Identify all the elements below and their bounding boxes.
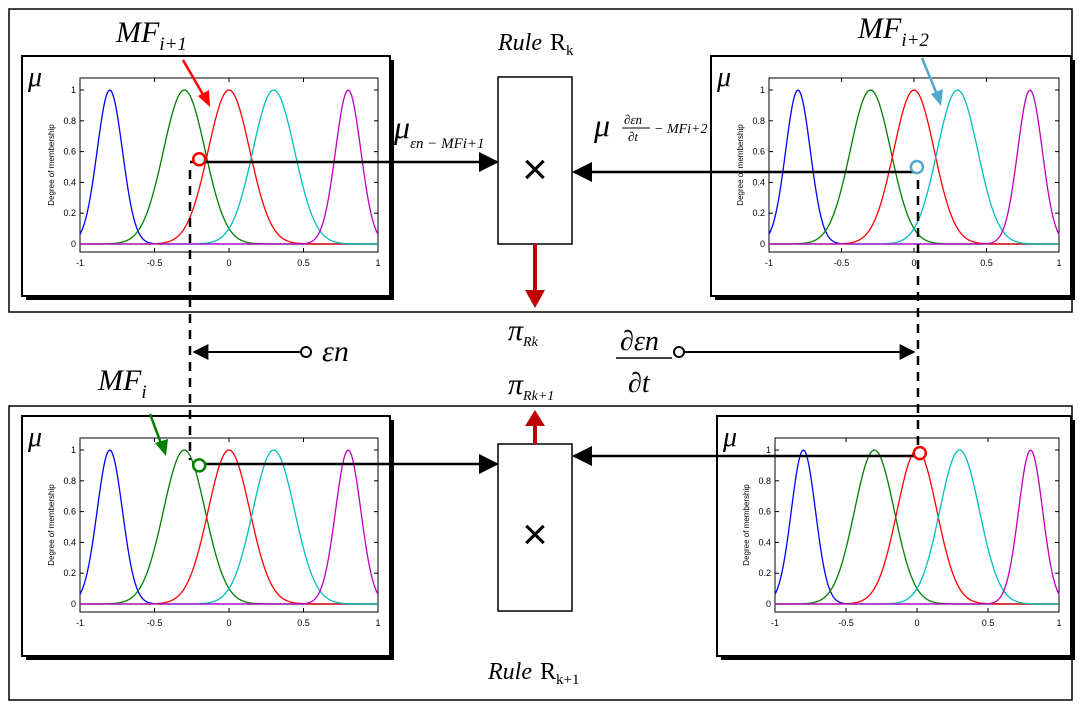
x-tick-label: 1 <box>1056 258 1061 268</box>
membership-point-marker <box>191 458 207 473</box>
plot-bottom-left: μ 0 0.2 0.4 0.6 0.8 1 -1 -0.5 0 0.5 1 Degree of memb… <box>21 415 394 660</box>
mf-label-top-right: MFi+2 <box>857 12 929 51</box>
rule-k1-label: Rule Rk+1 <box>487 659 579 688</box>
output-arrow-bottom <box>525 410 545 444</box>
y-tick-label: 1 <box>71 445 76 455</box>
x-tick-label: -0.5 <box>834 258 850 268</box>
y-tick-label: 0.2 <box>752 208 765 218</box>
mf-curve <box>769 89 1060 245</box>
y-tick-label: 0.4 <box>63 537 76 547</box>
mf-label-bottom-left: MFi <box>97 364 147 403</box>
y-tick-label: 0.6 <box>63 147 76 157</box>
y-tick-label: 1 <box>71 85 76 95</box>
x-tick-label: -0.5 <box>838 618 854 628</box>
x-tick-label: 0 <box>911 258 916 268</box>
y-axis-label: Degree of membership <box>742 484 751 566</box>
plot-mu-symbol: μ <box>722 422 737 453</box>
product-box-top <box>497 76 573 245</box>
product-symbol-top: × <box>522 145 548 194</box>
svg-text:∂εn: ∂εn <box>624 112 642 127</box>
membership-point-marker <box>191 152 207 167</box>
x-tick-label: -0.5 <box>147 618 163 628</box>
plot-mu-symbol: μ <box>716 62 731 93</box>
y-tick-label: 0.4 <box>758 537 771 547</box>
y-tick-label: 0.8 <box>752 116 765 126</box>
y-tick-label: 0.6 <box>752 147 765 157</box>
y-tick-label: 0.2 <box>63 568 76 578</box>
rule-k-label: Rule Rk <box>497 30 574 59</box>
y-tick-label: 0 <box>766 599 771 609</box>
x-tick-label: 1 <box>375 618 380 628</box>
x-tick-label: 1 <box>1056 618 1061 628</box>
y-axis-label: Degree of membership <box>736 124 745 206</box>
x-tick-label: 0.5 <box>980 258 993 268</box>
x-tick-label: 0 <box>226 258 231 268</box>
y-axis-label: Degree of membership <box>47 484 56 566</box>
mf-curve <box>80 89 379 245</box>
svg-text:∂t: ∂t <box>628 368 651 399</box>
plot-mu-symbol: μ <box>27 62 42 93</box>
x-tick-label: 0.5 <box>297 258 310 268</box>
y-tick-label: 0 <box>760 239 765 249</box>
plot-bottom-right: μ 0 0.2 0.4 0.6 0.8 1 -1 -0.5 0 0.5 1 Degree of memb… <box>716 415 1075 660</box>
y-tick-label: 0.6 <box>63 507 76 517</box>
mf-label-top-left: MFi+1 <box>115 16 187 55</box>
svg-text:− MFi+2: − MFi+2 <box>654 122 708 137</box>
y-tick-label: 0 <box>71 599 76 609</box>
y-tick-label: 0.6 <box>758 507 771 517</box>
membership-point-marker <box>912 445 928 461</box>
x-tick-label: -1 <box>771 618 779 628</box>
membership-point-marker <box>909 159 925 175</box>
x-tick-label: 1 <box>375 258 380 268</box>
mu-right-label: μ ∂εn ∂t − MFi+2 <box>593 107 708 144</box>
y-tick-label: 0.4 <box>752 177 765 187</box>
y-tick-label: 0.8 <box>758 476 771 486</box>
plot-top-right: μ 0 0.2 0.4 0.6 0.8 1 -1 -0.5 0 0.5 1 Degree of memb… <box>710 55 1075 300</box>
x-tick-label: -1 <box>76 618 84 628</box>
x-tick-label: -0.5 <box>147 258 163 268</box>
svg-text:∂εn: ∂εn <box>620 326 659 357</box>
output-arrow-top <box>525 244 545 308</box>
epsilon-input-arrow <box>192 344 312 360</box>
y-tick-label: 0.8 <box>63 116 76 126</box>
pi-top-label: πRk <box>508 314 539 350</box>
y-tick-label: 0.4 <box>63 177 76 187</box>
y-tick-label: 0.8 <box>63 476 76 486</box>
mf-arrow-top-right <box>920 57 943 106</box>
svg-text:∂t: ∂t <box>628 129 638 144</box>
plot-axes <box>79 77 379 253</box>
x-tick-label: -1 <box>765 258 773 268</box>
plot-axes <box>79 437 379 613</box>
y-tick-label: 0 <box>71 239 76 249</box>
plot-top-left: μ 0 0.2 0.4 0.6 0.8 1 -1 -0.5 0 0.5 1 Degree of memb… <box>21 55 394 300</box>
y-tick-label: 1 <box>760 85 765 95</box>
derivative-label: ∂εn ∂t <box>616 326 672 399</box>
x-tick-label: 0.5 <box>297 618 310 628</box>
mf-arrow-top-left <box>181 59 210 107</box>
x-tick-label: 0 <box>226 618 231 628</box>
product-symbol-bottom: × <box>522 510 548 559</box>
plot-axes <box>774 437 1060 613</box>
epsilon-label: εn <box>322 335 349 368</box>
y-tick-label: 0.2 <box>758 568 771 578</box>
mf-curve <box>80 449 379 605</box>
x-tick-label: 0 <box>914 618 919 628</box>
derivative-input-arrow <box>673 344 916 360</box>
mf-curve <box>775 449 1060 605</box>
y-axis-label: Degree of membership <box>47 124 56 206</box>
mu-left-label: μεn − MFi+1 <box>393 109 485 152</box>
product-box-bottom <box>497 443 573 612</box>
svg-text:μ: μ <box>593 107 610 143</box>
mf-arrow-bottom-left <box>148 413 168 456</box>
pi-bottom-label: πRk+1 <box>508 368 554 404</box>
x-tick-label: 0.5 <box>982 618 995 628</box>
plot-mu-symbol: μ <box>27 422 42 453</box>
x-tick-label: -1 <box>76 258 84 268</box>
y-tick-label: 1 <box>766 445 771 455</box>
y-tick-label: 0.2 <box>63 208 76 218</box>
